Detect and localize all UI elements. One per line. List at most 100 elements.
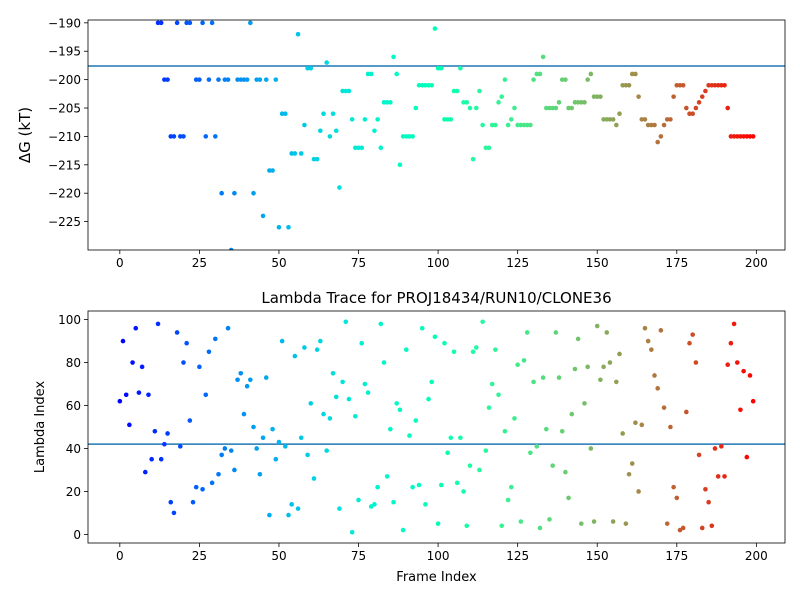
y-tick-label: −210 <box>48 130 81 144</box>
data-point <box>563 469 568 475</box>
x-tick-label: 0 <box>116 256 124 270</box>
data-point <box>620 83 625 88</box>
data-point <box>158 20 164 26</box>
data-point <box>502 429 508 434</box>
data-point <box>451 349 457 355</box>
data-point <box>181 134 186 139</box>
data-point <box>416 482 422 488</box>
data-point <box>674 495 680 501</box>
data-point <box>671 484 676 490</box>
data-point <box>528 450 533 456</box>
data-point <box>206 77 212 82</box>
data-point <box>244 383 250 389</box>
data-point <box>652 122 657 128</box>
data-point <box>454 88 460 94</box>
data-point <box>213 134 218 139</box>
data-point <box>298 435 304 441</box>
data-point <box>601 117 606 122</box>
data-point <box>400 527 406 533</box>
data-point <box>235 77 240 82</box>
data-point <box>327 134 333 139</box>
data-point <box>327 416 333 421</box>
data-point <box>209 20 215 26</box>
data-point <box>149 456 154 462</box>
data-point <box>130 360 135 365</box>
data-point <box>598 377 603 383</box>
data-point <box>750 134 756 139</box>
data-point <box>413 105 419 111</box>
y-tick-label: −195 <box>48 45 81 59</box>
data-point <box>228 247 234 250</box>
data-point <box>579 521 584 526</box>
data-point <box>372 502 377 507</box>
data-point <box>165 77 170 82</box>
data-point <box>165 431 170 436</box>
data-point <box>225 325 231 331</box>
data-point <box>467 463 473 468</box>
data-point <box>171 134 177 139</box>
data-point <box>206 349 212 355</box>
data-point <box>407 433 412 438</box>
data-point <box>473 105 479 111</box>
data-point <box>575 336 581 342</box>
data-point <box>219 190 224 196</box>
data-point <box>687 111 692 116</box>
data-point <box>684 409 689 415</box>
data-point <box>614 379 619 385</box>
data-point <box>381 360 387 365</box>
y-axis-label: ΔG (kT) <box>16 107 34 163</box>
data-point <box>146 392 151 398</box>
y-tick-label: −225 <box>48 215 81 229</box>
data-point <box>279 338 285 344</box>
data-point <box>579 100 584 105</box>
data-point <box>693 105 699 111</box>
data-point <box>461 489 466 494</box>
data-point <box>209 480 215 486</box>
data-point <box>378 145 384 151</box>
data-point <box>270 426 275 432</box>
data-point <box>483 145 489 151</box>
data-point <box>321 411 326 417</box>
data-point <box>314 156 320 162</box>
data-point <box>260 435 266 441</box>
data-point <box>553 330 559 335</box>
data-point <box>547 517 552 522</box>
data-point <box>429 83 435 88</box>
data-point <box>174 20 180 26</box>
y-tick-label: 80 <box>66 356 81 370</box>
data-point <box>213 336 218 342</box>
axes-frame <box>87 19 786 251</box>
data-point <box>556 375 562 380</box>
data-point <box>435 521 441 526</box>
y-tick-label: −190 <box>48 16 81 30</box>
data-point <box>178 134 183 139</box>
data-point <box>273 456 279 462</box>
data-point <box>279 111 285 116</box>
y-tick-label: 40 <box>66 442 81 456</box>
x-tick-label: 150 <box>586 256 609 270</box>
data-point <box>419 83 425 88</box>
x-tick-label: 50 <box>271 256 286 270</box>
data-point <box>575 100 581 105</box>
data-point <box>747 373 753 378</box>
data-point <box>168 134 174 139</box>
data-point <box>614 122 619 128</box>
data-point <box>693 360 699 365</box>
data-point <box>276 224 282 230</box>
data-point <box>203 392 209 398</box>
data-point <box>559 77 565 82</box>
data-point <box>499 523 505 529</box>
data-point <box>356 497 361 503</box>
data-point <box>356 145 361 151</box>
data-point <box>473 345 479 350</box>
data-point <box>458 65 463 71</box>
data-point <box>381 100 387 105</box>
data-point <box>120 338 126 344</box>
data-point <box>696 100 702 105</box>
data-point <box>193 77 199 82</box>
x-tick-label: 175 <box>665 256 688 270</box>
data-point <box>591 94 597 99</box>
data-point <box>607 360 613 365</box>
x-tick-label: 175 <box>665 549 688 563</box>
